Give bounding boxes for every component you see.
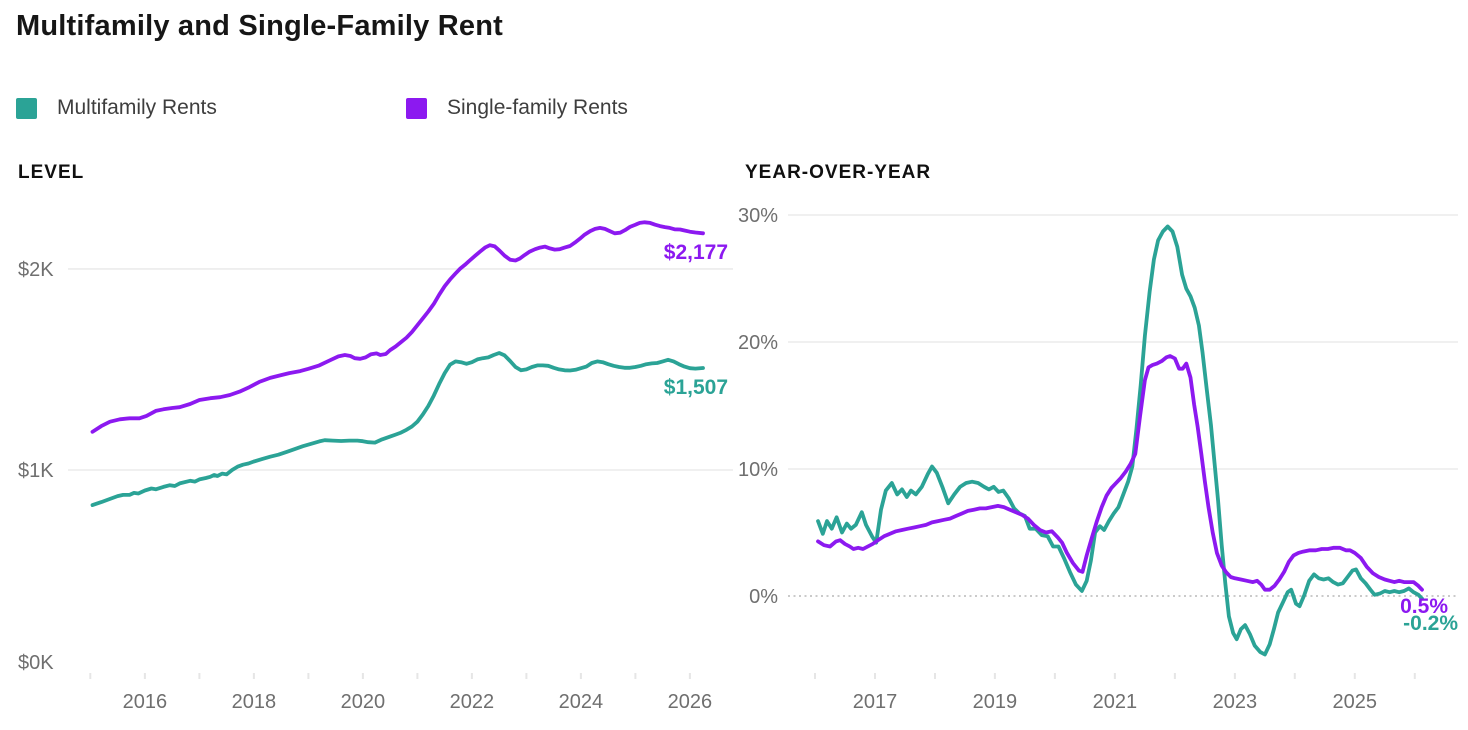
x-tick-label: 2016 [123,691,168,713]
line-multifamily [816,224,1424,657]
x-tick-label: 2017 [853,691,898,713]
page-title: Multifamily and Single-Family Rent [16,10,503,42]
x-tick-label: 2021 [1093,691,1138,713]
legend-item-single-family: Single-family Rents [406,93,628,123]
multifamily-swatch-icon [16,97,37,119]
panel-heading-level: LEVEL [18,162,85,183]
x-tick-label: 2020 [341,691,386,713]
x-tick-label: 2019 [973,691,1018,713]
x-tick-label: 2023 [1213,691,1258,713]
y-tick-label: $1K [18,460,54,482]
y-tick-label: 20% [738,332,778,354]
single-family-swatch-icon [406,97,427,119]
x-tick-label: 2024 [559,691,604,713]
legend-item-multifamily: Multifamily Rents [16,93,217,123]
y-tick-label: 30% [738,205,778,227]
end-label-level-single-family: $2,177 [663,241,729,265]
legend-label-multifamily: Multifamily Rents [57,96,217,119]
x-tick-label: 2026 [668,691,713,713]
x-tick-label: 2025 [1333,691,1378,713]
y-tick-label: 0% [749,586,778,608]
y-tick-label: $2K [18,259,54,281]
line-single_family [816,354,1424,592]
panel-heading-yoy: YEAR-OVER-YEAR [745,162,932,183]
end-label-level-multifamily: $1,507 [663,376,729,400]
y-tick-label: 10% [738,459,778,481]
end-label-yoy-multifamily: -0.2% [1403,611,1458,635]
x-tick-label: 2022 [450,691,495,713]
y-tick-label: $0K [18,652,54,674]
line-multifamily [90,351,705,508]
line-single_family [90,220,705,434]
end-label-yoy-single-family: 0.5% [1400,594,1448,618]
legend-label-single-family: Single-family Rents [447,96,628,119]
x-tick-label: 2018 [232,691,277,713]
